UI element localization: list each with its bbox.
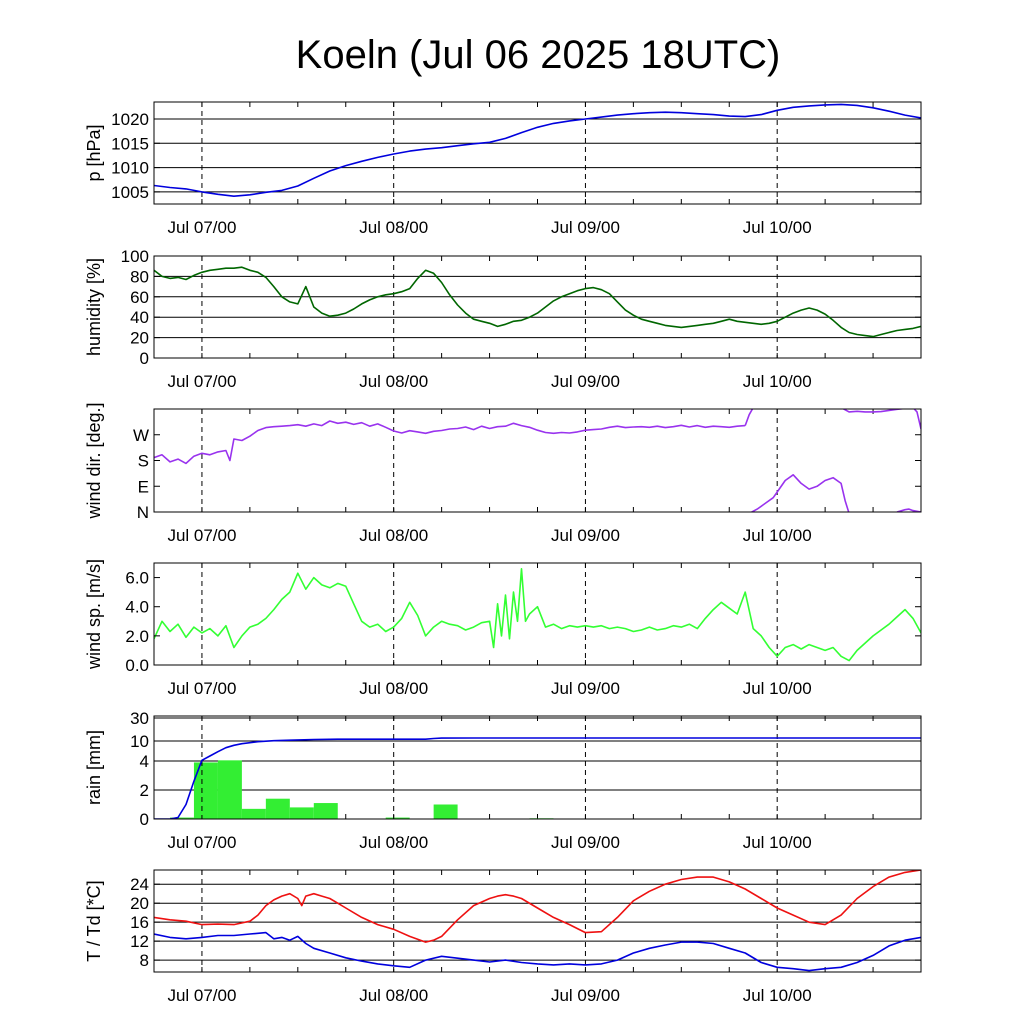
y-axis-label: rain [mm]	[84, 730, 104, 805]
x-tick-label: Jul 09/00	[551, 218, 620, 237]
series-line	[154, 266, 921, 338]
x-tick-label: Jul 10/00	[743, 986, 812, 1005]
x-tick-label: Jul 07/00	[167, 372, 236, 391]
plot-frame	[153, 869, 922, 973]
series-line	[896, 508, 921, 512]
rain-bar	[265, 798, 290, 819]
series-line	[154, 420, 746, 465]
series-line	[750, 473, 850, 512]
y-tick-label: S	[138, 452, 149, 471]
series-line	[154, 931, 921, 972]
rain-bar	[289, 807, 314, 819]
rain-bar	[313, 803, 338, 819]
rain-bar	[433, 804, 458, 819]
y-tick-label: 24	[130, 875, 149, 894]
y-tick-label: 6.0	[125, 569, 149, 588]
x-tick-label: Jul 09/00	[551, 526, 620, 545]
x-tick-label: Jul 08/00	[359, 218, 428, 237]
y-tick-label: 80	[130, 267, 149, 286]
y-tick-label: 0	[140, 810, 149, 829]
y-axis-label: humidity [%]	[84, 258, 104, 356]
y-tick-label: N	[137, 503, 149, 522]
x-tick-label: Jul 09/00	[551, 833, 620, 852]
y-tick-label: 20	[130, 329, 149, 348]
plot-frame	[153, 101, 922, 205]
x-tick-label: Jul 09/00	[551, 679, 620, 698]
y-axis-label: wind dir. [deg.]	[84, 402, 104, 519]
x-tick-label: Jul 07/00	[167, 679, 236, 698]
x-tick-label: Jul 10/00	[743, 526, 812, 545]
y-axis-label: p [hPa]	[84, 124, 104, 181]
rain-bar	[169, 817, 194, 819]
y-tick-label: 1005	[111, 183, 149, 202]
x-tick-label: Jul 07/00	[167, 833, 236, 852]
series-line	[154, 737, 921, 819]
x-tick-label: Jul 08/00	[359, 679, 428, 698]
rain-bar	[217, 760, 242, 819]
y-tick-label: 1020	[111, 110, 149, 129]
y-tick-label: E	[138, 477, 149, 496]
x-tick-label: Jul 10/00	[743, 679, 812, 698]
x-tick-label: Jul 10/00	[743, 218, 812, 237]
y-tick-label: 12	[130, 932, 149, 951]
y-tick-label: 0.0	[125, 656, 149, 675]
y-tick-label: 40	[130, 308, 149, 327]
series-line	[154, 870, 921, 943]
x-tick-label: Jul 09/00	[551, 372, 620, 391]
y-tick-label: 2.0	[125, 627, 149, 646]
panel-1: 1005 1010 1015 1020 p [hPa] Jul 07/00 Jul 08/0…	[84, 101, 922, 237]
plot-frame	[153, 715, 922, 820]
x-tick-label: Jul 10/00	[743, 372, 812, 391]
x-tick-label: Jul 08/00	[359, 526, 428, 545]
rain-bar	[241, 808, 266, 819]
y-tick-label: 1015	[111, 134, 149, 153]
series-line	[842, 409, 921, 430]
y-axis-label: T / Td [*C]	[84, 880, 104, 961]
y-tick-label: 1010	[111, 159, 149, 178]
rain-bar	[193, 762, 218, 819]
x-tick-label: Jul 08/00	[359, 372, 428, 391]
y-tick-label: 8	[140, 951, 149, 970]
series-line	[154, 567, 921, 662]
y-tick-label: 0	[140, 349, 149, 368]
y-tick-label: 10	[130, 732, 149, 751]
y-tick-label: 4.0	[125, 598, 149, 617]
series-line	[744, 409, 754, 426]
x-tick-label: Jul 09/00	[551, 986, 620, 1005]
x-tick-label: Jul 08/00	[359, 986, 428, 1005]
x-tick-label: Jul 07/00	[167, 986, 236, 1005]
y-tick-label: 4	[140, 752, 149, 771]
plot-frame	[153, 255, 922, 359]
plot-frame	[153, 562, 922, 666]
x-tick-label: Jul 08/00	[359, 833, 428, 852]
y-axis-label: wind sp. [m/s]	[84, 559, 104, 670]
x-tick-label: Jul 07/00	[167, 218, 236, 237]
y-tick-label: 30	[130, 709, 149, 728]
rain-bar	[385, 817, 410, 819]
y-tick-label: 2	[140, 781, 149, 800]
panel-5: 0 2 410 30 rain [mm] Jul 07/00 Jul 08/00 Jul 09…	[84, 709, 922, 852]
y-tick-label: W	[133, 426, 149, 445]
panel-4: 0.0 2.0 4.0 6.0 wind sp. [m/s] Jul 07/00 Jul 0…	[84, 559, 922, 698]
y-tick-label: 60	[130, 288, 149, 307]
y-tick-label: 16	[130, 913, 149, 932]
x-tick-label: Jul 10/00	[743, 833, 812, 852]
chart-title: Koeln (Jul 06 2025 18UTC)	[296, 33, 781, 77]
y-tick-label: 20	[130, 894, 149, 913]
x-tick-label: Jul 07/00	[167, 526, 236, 545]
series-line	[154, 103, 921, 197]
y-tick-label: 100	[121, 247, 149, 266]
